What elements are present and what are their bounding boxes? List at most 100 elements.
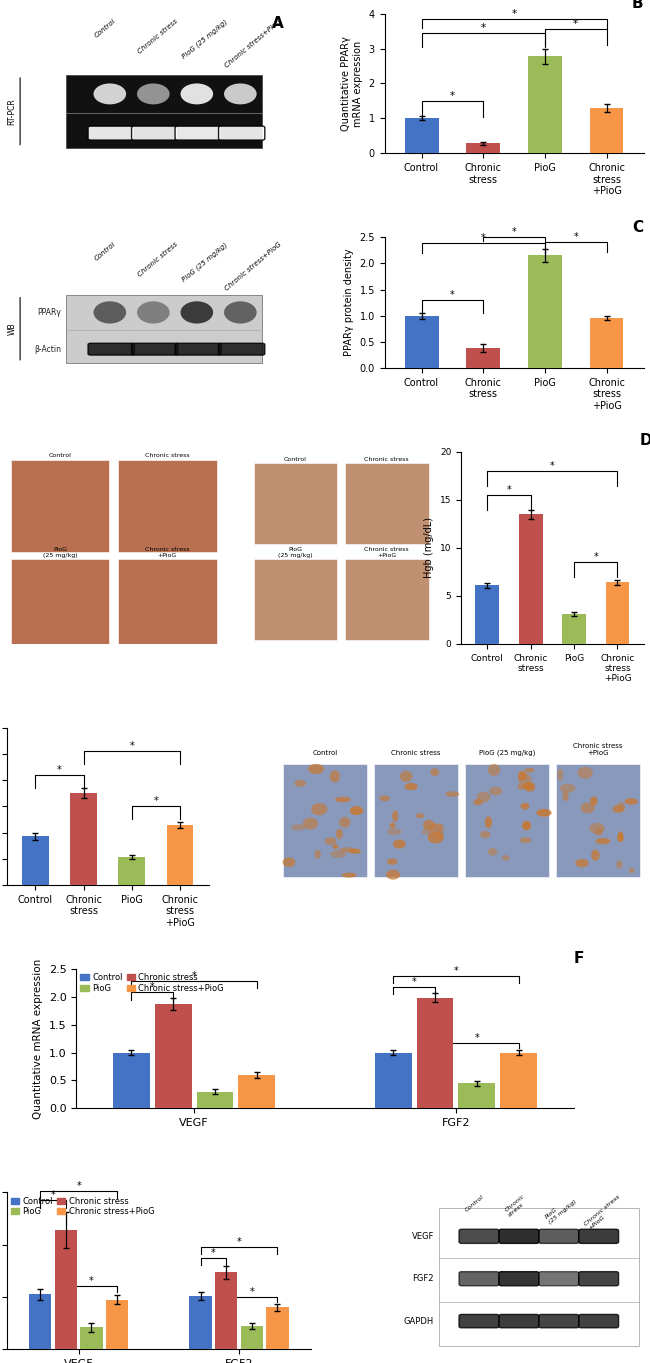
Text: PioG
(25 mg/kg): PioG (25 mg/kg) [43, 547, 77, 557]
FancyBboxPatch shape [539, 1229, 578, 1243]
FancyBboxPatch shape [11, 459, 109, 552]
Text: Chronic
stress: Chronic stress [504, 1194, 529, 1217]
FancyBboxPatch shape [374, 763, 458, 876]
FancyBboxPatch shape [283, 763, 367, 876]
Ellipse shape [518, 770, 527, 781]
Ellipse shape [387, 829, 402, 836]
Bar [606, 582, 629, 643]
Text: *: * [57, 765, 62, 776]
FancyBboxPatch shape [66, 294, 262, 363]
Text: *: * [454, 965, 458, 976]
FancyBboxPatch shape [578, 1272, 619, 1285]
Legend: Control, PioG, Chronic stress, Chronic stress+PioG: Control, PioG, Chronic stress, Chronic s… [81, 973, 224, 992]
Ellipse shape [311, 803, 328, 815]
FancyBboxPatch shape [539, 1314, 578, 1328]
Text: *: * [129, 741, 134, 751]
Text: PioG
(25 mg/kg): PioG (25 mg/kg) [278, 547, 313, 557]
FancyBboxPatch shape [556, 763, 640, 876]
FancyBboxPatch shape [11, 559, 109, 643]
FancyBboxPatch shape [499, 1229, 539, 1243]
Ellipse shape [336, 829, 343, 840]
Text: Chronic stress
+PioG: Chronic stress +PioG [584, 1194, 625, 1231]
Ellipse shape [430, 769, 439, 776]
Ellipse shape [580, 803, 595, 814]
Bar [417, 998, 454, 1108]
FancyBboxPatch shape [66, 75, 262, 147]
Ellipse shape [578, 767, 593, 778]
Ellipse shape [489, 786, 502, 796]
Text: *: * [250, 1287, 254, 1298]
Legend: Control, PioG, Chronic stress, Chronic stress+PioG: Control, PioG, Chronic stress, Chronic s… [10, 1197, 154, 1216]
Text: Chronic stress: Chronic stress [137, 241, 179, 278]
Ellipse shape [520, 837, 531, 842]
Bar [70, 793, 97, 885]
Text: *: * [150, 983, 155, 992]
Ellipse shape [294, 780, 306, 786]
Text: FGF2: FGF2 [413, 1274, 434, 1283]
Ellipse shape [380, 796, 390, 801]
Ellipse shape [445, 792, 460, 797]
FancyBboxPatch shape [459, 1272, 499, 1285]
Ellipse shape [423, 819, 435, 830]
FancyBboxPatch shape [175, 343, 221, 354]
Text: Chronic stress: Chronic stress [145, 453, 190, 458]
Bar [404, 316, 439, 368]
Text: *: * [411, 977, 417, 987]
Bar [118, 857, 145, 885]
FancyBboxPatch shape [578, 1229, 619, 1243]
FancyBboxPatch shape [254, 463, 337, 544]
Text: PPARγ: PPARγ [37, 308, 61, 318]
Text: PioG (25 mg/kg): PioG (25 mg/kg) [479, 750, 535, 756]
Text: RT-PCR: RT-PCR [7, 98, 16, 124]
Ellipse shape [330, 851, 346, 857]
Ellipse shape [575, 859, 589, 867]
Ellipse shape [590, 796, 597, 806]
FancyBboxPatch shape [459, 1314, 499, 1328]
Ellipse shape [523, 782, 532, 789]
Bar [528, 56, 562, 153]
Text: Chronic stress+PioG: Chronic stress+PioG [224, 241, 283, 292]
Text: *: * [593, 552, 598, 563]
Ellipse shape [616, 860, 623, 868]
Text: *: * [481, 233, 486, 244]
Bar [266, 1307, 289, 1349]
Y-axis label: Quantitative mRNA expression: Quantitative mRNA expression [33, 958, 43, 1119]
Ellipse shape [525, 767, 534, 773]
Bar [29, 1295, 51, 1349]
Bar [112, 1052, 150, 1108]
Ellipse shape [591, 849, 599, 861]
Ellipse shape [181, 301, 213, 323]
Text: Chronic stress: Chronic stress [137, 18, 179, 55]
Ellipse shape [137, 83, 170, 105]
Ellipse shape [476, 792, 490, 803]
Text: Control: Control [94, 18, 117, 38]
Ellipse shape [416, 814, 424, 818]
Ellipse shape [524, 782, 536, 792]
Text: GAPDH: GAPDH [404, 1317, 434, 1326]
FancyBboxPatch shape [218, 127, 265, 140]
Ellipse shape [137, 301, 170, 323]
Bar [239, 1075, 276, 1108]
Ellipse shape [617, 834, 624, 842]
Bar [404, 119, 439, 153]
Text: PPARγ: PPARγ [37, 90, 61, 98]
Bar [500, 1052, 538, 1108]
Text: Control: Control [464, 1194, 485, 1213]
Text: Chronic stress: Chronic stress [365, 457, 409, 462]
Bar [590, 319, 623, 368]
Ellipse shape [181, 83, 213, 105]
Bar [528, 255, 562, 368]
Bar [22, 837, 49, 885]
Bar [106, 1300, 129, 1349]
Text: *: * [480, 23, 486, 33]
Text: *: * [573, 233, 578, 243]
FancyBboxPatch shape [439, 1208, 638, 1347]
Text: *: * [573, 19, 578, 30]
FancyBboxPatch shape [459, 1229, 499, 1243]
Ellipse shape [473, 799, 483, 806]
Bar [189, 1296, 212, 1349]
FancyBboxPatch shape [131, 343, 178, 354]
FancyBboxPatch shape [218, 343, 265, 354]
Text: D: D [640, 433, 650, 448]
Text: Control: Control [49, 453, 72, 458]
